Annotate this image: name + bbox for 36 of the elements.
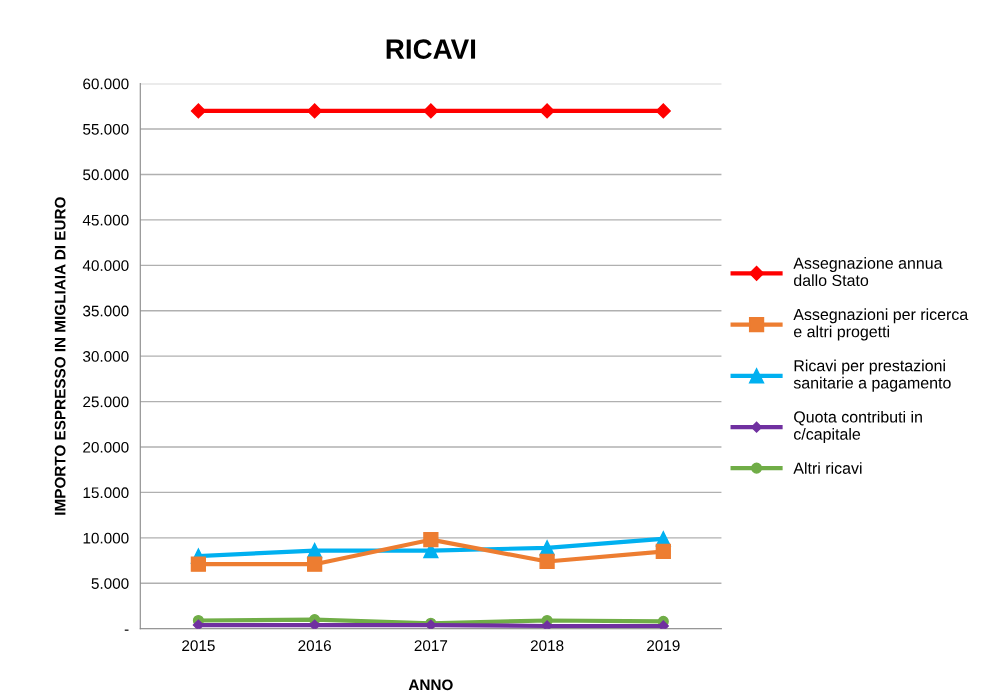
point (190, 103, 206, 119)
x-tick-label: 2017 (414, 640, 448, 652)
point (306, 556, 323, 572)
y-tick-label: 30.000 (83, 351, 129, 362)
point (539, 553, 555, 570)
legend-label: Altri ricavi (793, 462, 862, 474)
legend-label: Assegnazioni per ricerca e altri progetti (793, 308, 969, 341)
legend-label: Assegnazione annua dallo Stato (793, 257, 943, 287)
y-tick-label: 15.000 (83, 487, 129, 499)
point (655, 543, 671, 560)
y-tick-label: 20.000 (83, 441, 129, 453)
x-tick-label: 2015 (182, 640, 215, 652)
y-tick-label: - (124, 629, 129, 631)
x-tick-label: 2019 (647, 640, 680, 652)
y-tick-label: 5.000 (91, 578, 129, 589)
chart-title: RICAVI (386, 39, 476, 59)
point (307, 103, 323, 119)
point (423, 532, 439, 548)
x-axis-title: ANNO (408, 679, 453, 691)
y-tick-label: 55.000 (83, 123, 129, 135)
y-axis-title: IMPORTO ESPRESSO IN MIGLIAIA DI EURO (54, 197, 66, 515)
x-tick-label: 2018 (530, 640, 564, 652)
x-tick-label: 2016 (298, 640, 331, 652)
point (423, 103, 439, 119)
y-tick-label: 10.000 (83, 532, 129, 544)
point (539, 103, 555, 119)
y-tick-label: 60.000 (83, 78, 129, 90)
y-tick-label: 25.000 (83, 396, 129, 408)
point (655, 103, 671, 119)
legend-label: Ricavi per prestazioni sanitarie a pagamento (793, 359, 951, 392)
y-tick-label: 45.000 (82, 214, 129, 226)
y-tick-label: 50.000 (83, 169, 129, 181)
y-tick-label: 35.000 (83, 305, 129, 317)
legend-label: Quota contributi in c/capitale (793, 410, 922, 443)
y-tick-label: 40.000 (82, 260, 129, 272)
point (190, 556, 207, 572)
